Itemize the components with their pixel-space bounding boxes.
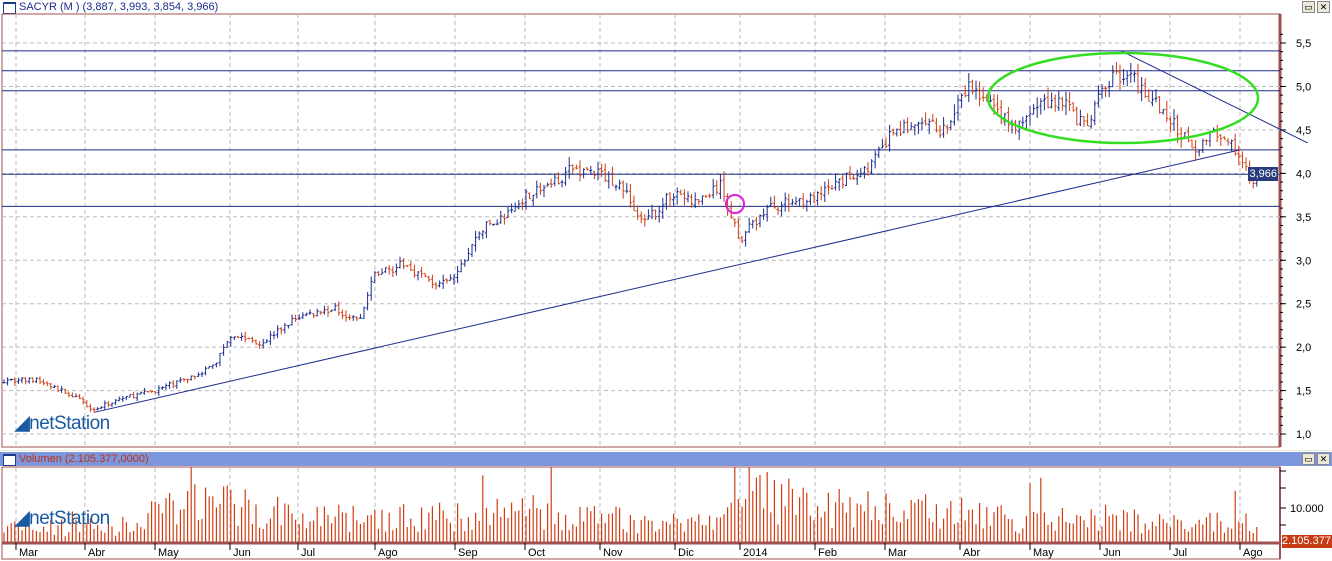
maximize-button[interactable]: ▭	[1302, 453, 1315, 465]
x-tick-label: Abr	[963, 547, 980, 559]
netstation-logo: ◢netStation	[15, 413, 110, 434]
y-tick-label: 2,5	[1296, 299, 1311, 311]
trendline	[94, 149, 1241, 413]
last-volume-label: 2.105.377	[1282, 535, 1332, 548]
x-tick-label: Feb	[818, 547, 837, 559]
x-tick-label: 2014	[743, 547, 767, 559]
netstation-logo: ◢netStation	[15, 508, 110, 529]
price-chart: 1,0 1,5 2,0 2,5 3,0 3,5 4,0 4,5 5,0 5,5	[1, 13, 1311, 448]
y-tick-label: 1,5	[1296, 386, 1311, 398]
x-tick-label: Oct	[528, 547, 545, 559]
y-tick-label: 3,0	[1296, 255, 1311, 267]
plot-frame	[1, 466, 1281, 560]
volume-chart: 10.000 Mar Abr May Jun Jul Ago Sep Oct Nov Dic 2014…	[1, 466, 1324, 560]
x-tick-label: Jun	[1103, 547, 1121, 559]
y-tick-label: 3,5	[1296, 212, 1311, 224]
volume-pane-header: Volumen (2.105.377,0000) ▭ ✕	[0, 452, 1332, 466]
x-tick-label: Jul	[301, 547, 315, 559]
x-tick-label: Sep	[458, 547, 478, 559]
last-price-label: 3,966	[1248, 167, 1278, 181]
volume-pane: Volumen (2.105.377,0000) ▭ ✕ 10.000 Mar Ab…	[0, 451, 1332, 561]
x-tick-label: Nov	[603, 547, 623, 559]
close-button[interactable]: ✕	[1317, 1, 1330, 13]
y-tick-label: 4,5	[1296, 125, 1311, 137]
maximize-button[interactable]: ▭	[1302, 1, 1315, 13]
y-tick-label: 4,0	[1296, 168, 1311, 180]
y-tick-label: 5,0	[1296, 81, 1311, 93]
x-tick-label: Dic	[678, 547, 694, 559]
x-tick-label: Jun	[233, 547, 251, 559]
y-tick-label: 2,0	[1296, 342, 1311, 354]
y-tick-label: 10.000	[1290, 503, 1324, 515]
x-tick-label: May	[158, 547, 179, 559]
x-tick-label: Mar	[19, 547, 38, 559]
x-tick-label: Ago	[378, 547, 398, 559]
highlight-ellipse	[986, 51, 1260, 145]
x-tick-label: Abr	[88, 547, 105, 559]
trendline	[1120, 50, 1308, 144]
price-pane-header: SACYR (M ) (3,887, 3,993, 3,854, 3,966) …	[0, 0, 1332, 14]
price-pane: SACYR (M ) (3,887, 3,993, 3,854, 3,966) …	[0, 0, 1332, 450]
x-tick-label: Mar	[888, 547, 907, 559]
x-tick-label: Jul	[1173, 547, 1187, 559]
x-tick-label: Ago	[1243, 547, 1263, 559]
window-icon	[3, 454, 16, 466]
price-title: SACYR (M ) (3,887, 3,993, 3,854, 3,966)	[19, 1, 219, 13]
plot-frame	[1, 13, 1281, 448]
close-button[interactable]: ✕	[1317, 453, 1330, 465]
y-tick-label: 1,0	[1296, 429, 1311, 441]
y-tick-label: 5,5	[1296, 38, 1311, 50]
volume-title: Volumen (2.105.377,0000)	[19, 453, 149, 465]
x-tick-label: May	[1033, 547, 1054, 559]
highlight-circle	[725, 194, 745, 214]
